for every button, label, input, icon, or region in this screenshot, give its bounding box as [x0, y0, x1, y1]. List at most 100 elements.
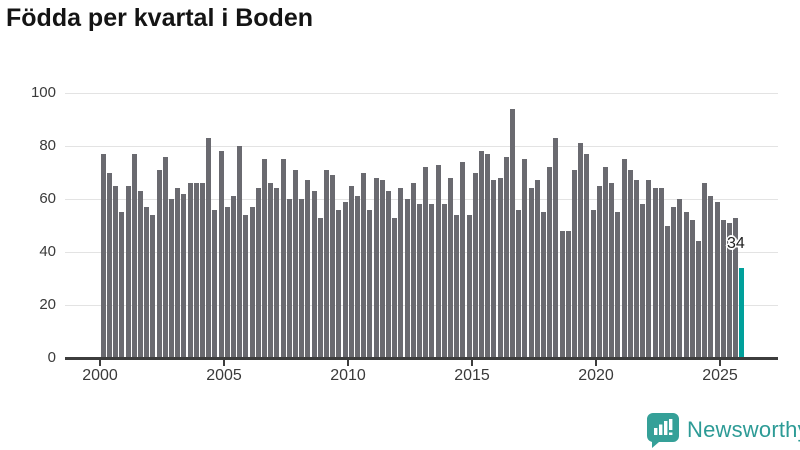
bar	[286, 199, 292, 358]
bar	[392, 217, 398, 358]
bar	[671, 206, 677, 358]
bar	[733, 217, 739, 358]
gridline-y-100	[65, 93, 778, 94]
x-axis-tick-label: 2015	[454, 367, 490, 384]
bar	[311, 191, 317, 358]
bar	[714, 201, 720, 358]
x-axis-tick-label: 2000	[82, 367, 118, 384]
bar	[107, 172, 113, 358]
bar	[144, 206, 150, 358]
bar	[138, 191, 144, 358]
bar	[386, 191, 392, 358]
bar	[330, 175, 336, 358]
bar	[491, 180, 497, 358]
bar	[572, 169, 578, 358]
bar	[355, 196, 361, 358]
x-axis-line	[65, 357, 778, 360]
bar	[404, 199, 410, 358]
y-axis-tick-label: 80	[39, 137, 56, 154]
newsworthy-logo[interactable]: Newsworthy	[646, 412, 800, 448]
bar	[720, 220, 726, 358]
bar	[193, 183, 199, 358]
bar-highlight-latest	[739, 267, 745, 358]
bar	[169, 199, 175, 358]
bar	[727, 222, 733, 358]
bar	[125, 185, 131, 358]
y-axis-tick-label: 100	[30, 84, 56, 101]
bar	[584, 153, 590, 358]
bar	[410, 183, 416, 358]
bar	[615, 212, 621, 358]
gridline-y-80	[65, 146, 778, 147]
bar	[689, 220, 695, 358]
bar	[696, 241, 702, 358]
y-axis-tick-label: 40	[39, 243, 56, 260]
last-value-label: 34	[727, 235, 745, 252]
x-axis-tick	[719, 359, 721, 366]
bar	[348, 185, 354, 358]
bar	[262, 159, 268, 358]
bar	[702, 183, 708, 358]
bar	[503, 156, 509, 358]
bar	[553, 138, 559, 358]
bar	[621, 159, 627, 358]
bar	[255, 188, 261, 358]
x-axis-tick	[99, 359, 101, 366]
bar	[534, 180, 540, 358]
bar	[249, 206, 255, 358]
bar	[708, 196, 714, 358]
bar	[460, 161, 466, 358]
bar	[156, 169, 162, 358]
bar	[398, 188, 404, 358]
newsworthy-brand-text: Newsworthy	[687, 417, 800, 442]
bar	[423, 167, 429, 358]
x-axis-tick	[223, 359, 225, 366]
bar	[361, 172, 367, 358]
y-axis-tick-label: 20	[39, 296, 56, 313]
bar	[187, 183, 193, 358]
x-axis-tick-label: 2020	[578, 367, 614, 384]
bar	[516, 209, 522, 358]
bar	[342, 201, 348, 358]
bar	[472, 172, 478, 358]
bar	[683, 212, 689, 358]
bar	[305, 180, 311, 358]
bar	[181, 193, 187, 358]
bar	[590, 209, 596, 358]
bar	[547, 167, 553, 358]
bar	[212, 209, 218, 358]
bar	[510, 108, 516, 358]
bar	[218, 151, 224, 358]
bar	[603, 167, 609, 358]
bar	[448, 177, 454, 358]
bar	[640, 204, 646, 358]
x-axis-tick	[347, 359, 349, 366]
bar	[627, 169, 633, 358]
bar	[162, 156, 168, 358]
chart-title: Födda per kvartal i Boden	[6, 4, 314, 32]
bar	[497, 177, 503, 358]
bar	[454, 214, 460, 358]
bar	[274, 188, 280, 358]
bar	[441, 204, 447, 358]
bar	[652, 188, 658, 358]
bar	[634, 180, 640, 358]
bar	[224, 206, 230, 358]
bar	[243, 214, 249, 358]
bar	[150, 214, 156, 358]
bar	[373, 177, 379, 358]
bar	[200, 183, 206, 358]
bar	[231, 196, 237, 358]
bar	[658, 188, 664, 358]
y-axis-tick-label: 0	[47, 349, 56, 366]
bar	[466, 214, 472, 358]
bar	[417, 204, 423, 358]
bar	[299, 199, 305, 358]
bar	[119, 212, 125, 358]
bar	[578, 143, 584, 358]
bar	[609, 183, 615, 358]
bar	[528, 188, 534, 358]
bar	[100, 153, 106, 358]
